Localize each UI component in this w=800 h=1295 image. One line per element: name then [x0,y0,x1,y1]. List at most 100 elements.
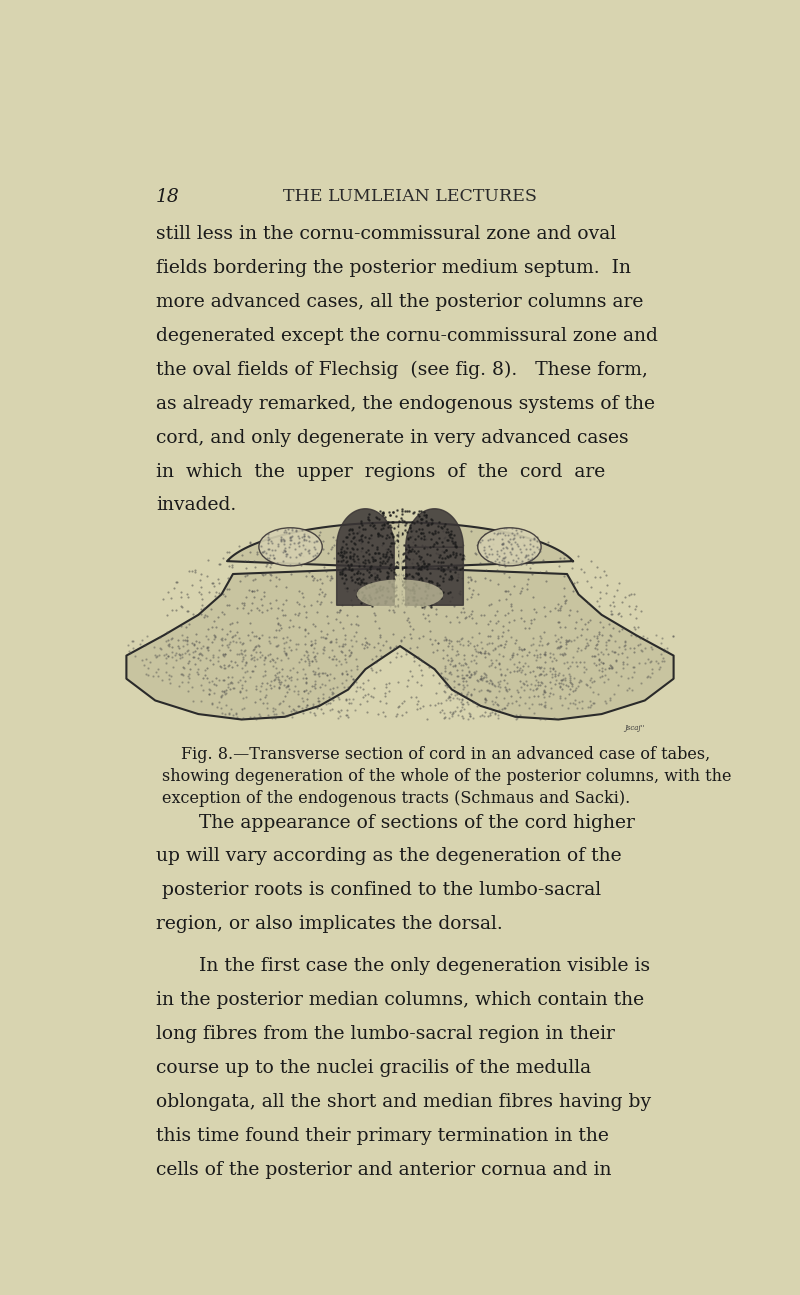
Point [443,611,456,632]
Point [388,637,401,658]
Point [290,638,302,659]
Point [381,513,394,534]
Point [247,550,260,571]
Point [437,561,450,581]
Point [537,684,550,704]
Point [524,549,537,570]
Point [395,523,408,544]
Point [564,666,577,686]
Point [502,620,515,641]
Point [226,625,239,646]
Point [386,535,399,556]
Point [369,543,382,563]
Point [462,567,474,588]
Point [473,623,486,644]
Point [470,670,483,690]
Point [385,554,398,575]
Point [342,556,354,576]
Point [349,572,362,593]
Point [208,682,221,703]
Point [594,588,606,609]
Point [365,565,378,585]
Point [653,657,666,677]
Point [206,572,218,593]
Point [334,600,346,620]
Point [350,677,363,698]
Point [325,566,338,587]
Point [282,648,294,668]
Point [510,657,523,677]
Point [366,552,379,572]
Point [526,587,539,607]
Point [429,521,442,541]
Point [357,686,370,707]
Point [621,646,634,667]
Point [212,646,225,667]
Point [355,540,368,561]
Point [437,558,450,579]
Point [147,666,160,686]
Point [382,546,395,567]
Point [486,673,498,694]
Point [482,544,494,565]
Point [270,667,282,688]
Point [282,537,295,558]
Point [570,655,583,676]
Point [445,651,458,672]
Point [345,559,358,580]
Point [494,671,506,692]
Point [302,682,314,703]
Point [439,627,452,648]
Point [498,697,510,717]
Point [476,530,489,550]
Point [213,670,226,690]
Point [339,689,352,710]
Point [505,627,518,648]
Point [518,693,531,714]
Point [358,591,370,611]
Point [307,570,320,591]
Point [479,559,492,580]
Point [383,681,396,702]
Point [234,640,247,660]
Point [482,681,495,702]
Point [390,556,402,576]
Point [537,550,550,571]
Point [346,569,358,589]
Point [393,589,406,610]
Text: this time found their primary termination in the: this time found their primary terminatio… [156,1127,609,1145]
Point [166,628,178,649]
Point [575,558,588,579]
Point [387,501,400,522]
Point [516,550,529,571]
Point [541,632,554,653]
Point [525,635,538,655]
Point [406,567,419,588]
Point [550,670,562,690]
Point [538,645,551,666]
Point [447,531,460,552]
Point [299,625,312,646]
Point [474,642,487,663]
Point [160,644,173,664]
Point [506,549,519,570]
Point [574,609,587,629]
Point [518,638,530,659]
Point [484,702,497,723]
Point [515,554,528,575]
Point [555,679,568,699]
Point [396,570,409,591]
Point [522,569,534,589]
Text: exception of the endogenous tracts (Schmaus and Sacki).: exception of the endogenous tracts (Schm… [162,790,630,807]
Point [604,655,617,676]
Point [370,570,382,591]
Point [320,561,333,581]
Point [522,655,534,676]
Point [466,580,479,601]
Point [558,644,570,664]
Point [582,635,594,655]
Point [191,662,204,682]
Point [445,650,458,671]
Point [372,523,385,544]
Point [525,550,538,571]
